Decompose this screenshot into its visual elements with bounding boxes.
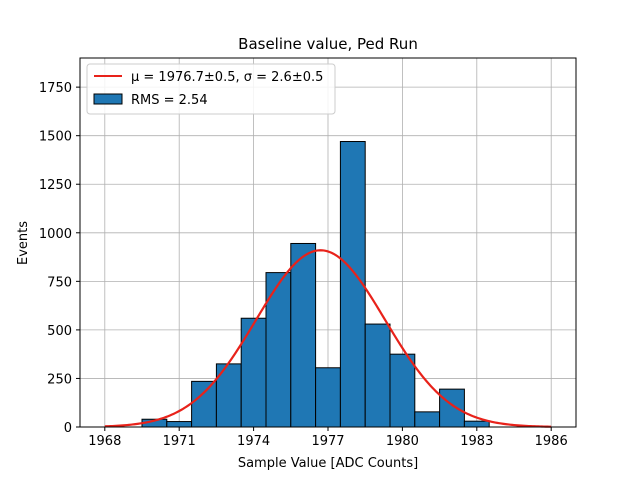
x-tick-label: 1971 [163, 434, 196, 449]
legend-histogram-swatch [93, 93, 123, 105]
x-tick-label: 1974 [237, 434, 270, 449]
y-tick-label: 1750 [39, 81, 72, 96]
x-tick-label: 1980 [386, 434, 419, 449]
x-axis-title: Sample Value [ADC Counts] [238, 456, 418, 471]
y-axis-title: Events [16, 221, 31, 265]
histogram-bar [166, 421, 193, 428]
y-tick-label: 1250 [39, 178, 72, 193]
x-tick-label: 1968 [88, 434, 121, 449]
y-tick-label: 0 [64, 421, 72, 436]
legend: μ = 1976.7±0.5, σ = 2.6±0.5 RMS = 2.54 [86, 63, 336, 115]
histogram-bar [240, 317, 267, 428]
legend-box [86, 63, 336, 115]
histogram-bar [463, 420, 490, 428]
histogram-bar [414, 411, 441, 428]
chart-title: Baseline value, Ped Run [238, 35, 418, 53]
histogram-bar [364, 323, 391, 428]
x-tick-label: 1983 [460, 434, 493, 449]
axis-ticks: 1968 1971 1974 1977 1980 1983 1986 0 250 500 750 10… [39, 81, 568, 449]
histogram-bar [389, 353, 416, 428]
legend-rms-label: RMS = 2.54 [131, 93, 208, 108]
y-tick-label: 1500 [39, 130, 72, 145]
gaussian-fit-curve [104, 249, 552, 428]
y-tick-label: 500 [47, 324, 72, 339]
histogram-bar [315, 367, 341, 428]
x-tick-label: 1986 [535, 434, 568, 449]
y-tick-label: 250 [47, 372, 72, 387]
y-tick-label: 1000 [39, 227, 72, 242]
histogram-bar [290, 242, 317, 428]
legend-fit-label: μ = 1976.7±0.5, σ = 2.6±0.5 [131, 70, 323, 85]
histogram-bar [339, 141, 366, 428]
fit-curve-layer [104, 249, 552, 428]
histogram-bar [191, 380, 217, 428]
histogram-bar [439, 388, 465, 428]
x-tick-label: 1977 [311, 434, 344, 449]
y-tick-label: 750 [47, 275, 72, 290]
